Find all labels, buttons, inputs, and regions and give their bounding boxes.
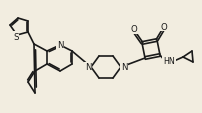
Text: N: N <box>120 63 127 72</box>
Text: O: O <box>130 25 137 34</box>
Text: N: N <box>57 41 63 50</box>
Text: S: S <box>13 32 19 41</box>
Text: O: O <box>160 22 167 31</box>
Text: N: N <box>84 63 91 72</box>
Text: HN: HN <box>162 57 174 66</box>
